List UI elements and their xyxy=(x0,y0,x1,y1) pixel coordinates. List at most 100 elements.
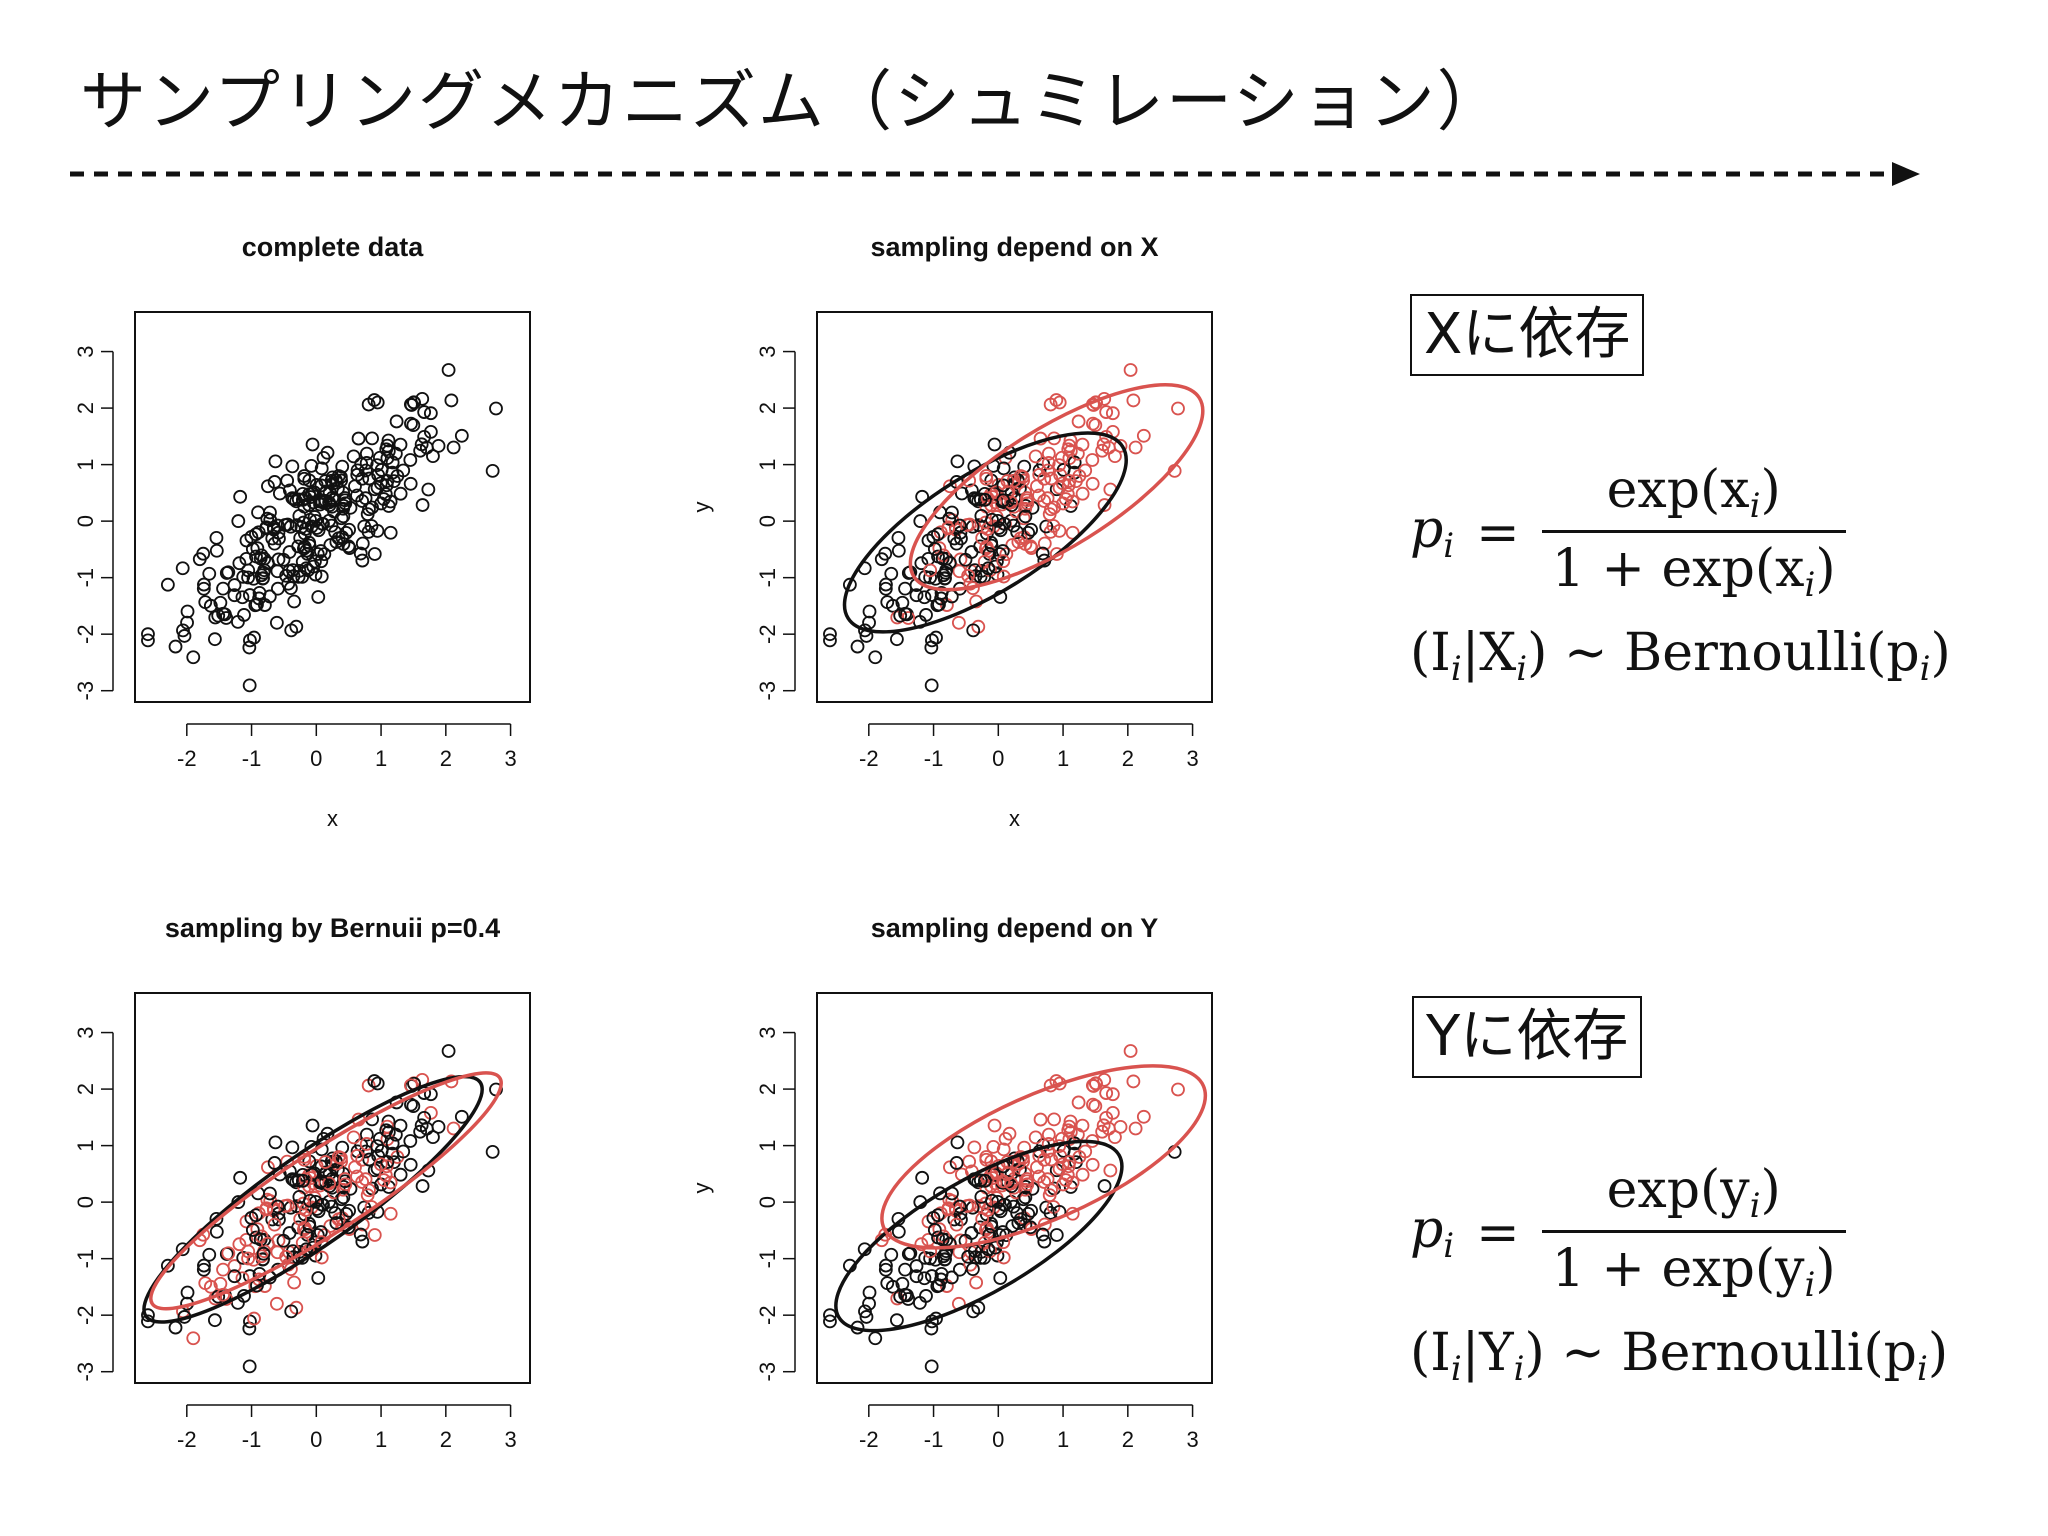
point-sampled xyxy=(1126,1074,1141,1089)
point xyxy=(878,581,893,596)
point-sampled xyxy=(1096,437,1111,452)
point xyxy=(889,1313,904,1328)
point xyxy=(403,453,418,467)
x-axis-label: x xyxy=(327,806,338,831)
point xyxy=(403,1134,418,1148)
point xyxy=(966,1304,981,1319)
point xyxy=(285,459,300,474)
point xyxy=(359,446,374,461)
point-sampled xyxy=(1055,476,1070,491)
point xyxy=(862,1296,876,1311)
point xyxy=(235,590,250,605)
point xyxy=(879,1258,893,1273)
point-sampled xyxy=(1123,1044,1138,1058)
point xyxy=(992,547,1007,561)
point xyxy=(964,483,979,498)
point xyxy=(393,486,408,501)
black-ellipse xyxy=(842,431,1128,634)
y-tick-label: 1 xyxy=(73,458,98,470)
y-tick-label: -3 xyxy=(755,681,780,701)
point xyxy=(936,568,951,583)
point xyxy=(949,536,964,551)
dashed-arrow xyxy=(70,162,1920,186)
point-sampled xyxy=(1037,494,1052,508)
point-sampled xyxy=(979,1152,994,1167)
point xyxy=(160,1258,175,1273)
point-sampled xyxy=(1136,428,1151,443)
point-sampled xyxy=(1040,491,1055,506)
point xyxy=(415,1179,430,1193)
point xyxy=(977,1173,992,1188)
point-sampled xyxy=(1052,395,1067,410)
point xyxy=(961,1249,976,1264)
point xyxy=(374,463,389,477)
point-sampled xyxy=(1075,486,1090,501)
point xyxy=(196,581,211,596)
point xyxy=(891,1224,906,1239)
point-sampled xyxy=(1085,476,1100,491)
point xyxy=(927,1223,942,1237)
x-tick-label: 0 xyxy=(992,1427,1004,1452)
x-tick-label: 2 xyxy=(1122,746,1134,771)
point xyxy=(357,519,372,534)
x-tick-label: 3 xyxy=(504,746,516,771)
point xyxy=(268,1135,283,1150)
point-sampled xyxy=(1062,1155,1077,1169)
point xyxy=(936,1249,951,1264)
point-sampled xyxy=(383,1206,398,1221)
label-depend-x: Xに依存 xyxy=(1410,294,1645,376)
point xyxy=(915,1170,930,1185)
point xyxy=(267,536,282,551)
point-sampled xyxy=(278,1199,292,1213)
point-sampled xyxy=(1085,453,1100,467)
point xyxy=(380,474,395,488)
point xyxy=(331,469,346,483)
point-sampled xyxy=(1047,1112,1061,1127)
point xyxy=(385,455,400,470)
point xyxy=(446,440,461,455)
point xyxy=(241,563,256,578)
point xyxy=(317,547,332,562)
x-tick-label: 3 xyxy=(1186,746,1198,771)
point xyxy=(1017,459,1032,474)
point xyxy=(314,461,329,476)
chart-title: complete data xyxy=(242,232,425,262)
point-sampled xyxy=(1011,535,1026,549)
point-sampled xyxy=(1078,1144,1093,1159)
chart-title: sampling depend on X xyxy=(870,232,1158,262)
point xyxy=(291,1173,306,1188)
point xyxy=(381,433,396,448)
point xyxy=(489,401,503,416)
point-sampled xyxy=(941,1202,956,1217)
point-sampled xyxy=(1028,449,1043,464)
point-sampled xyxy=(914,1237,929,1252)
black-ellipse xyxy=(834,1139,1124,1333)
point xyxy=(977,1250,992,1265)
point xyxy=(909,588,924,603)
point-sampled xyxy=(1065,1175,1080,1190)
point xyxy=(254,568,269,583)
point xyxy=(950,1135,965,1150)
point xyxy=(198,595,213,610)
point xyxy=(335,1140,350,1155)
y-tick-label: 2 xyxy=(73,1083,98,1095)
point xyxy=(207,632,222,647)
point xyxy=(990,1248,1005,1263)
point xyxy=(1035,1227,1050,1242)
point xyxy=(180,1285,195,1300)
point xyxy=(233,1170,248,1185)
formula-y: pi = exp(yi) 1 + exp(yi) (Ii|Yi) ~ Berno… xyxy=(1410,1160,1949,1389)
x-tick-label: 0 xyxy=(310,1427,322,1452)
point xyxy=(485,1144,500,1159)
point-sampled xyxy=(350,1148,365,1163)
point xyxy=(1037,1234,1052,1249)
point xyxy=(964,545,979,559)
point xyxy=(261,479,275,494)
point-sampled xyxy=(254,1249,269,1264)
point-sampled xyxy=(213,1276,228,1291)
point xyxy=(862,604,877,619)
point xyxy=(938,565,953,580)
point-sampled xyxy=(1099,1086,1114,1100)
point-sampled xyxy=(232,1237,247,1252)
point xyxy=(842,577,857,592)
